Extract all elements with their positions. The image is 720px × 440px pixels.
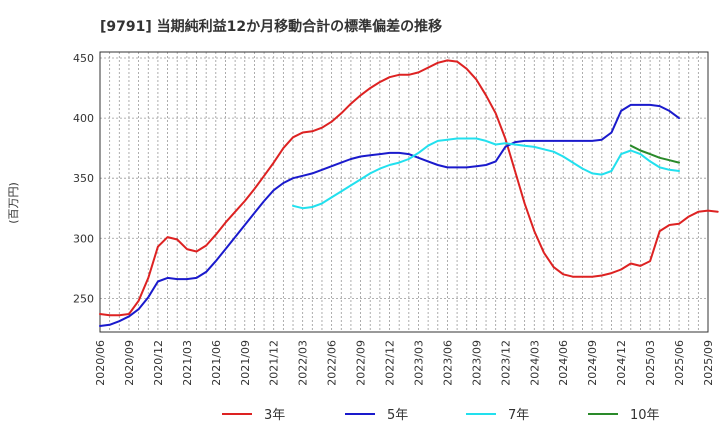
y-tick-label: 250	[73, 292, 94, 305]
x-tick-label: 2024/03	[528, 340, 541, 386]
y-axis-label: (百万円)	[7, 182, 20, 224]
x-tick-label: 2020/06	[94, 340, 107, 386]
x-tick-label: 2025/03	[644, 340, 657, 386]
x-tick-label: 2023/06	[441, 340, 454, 386]
x-tick-label: 2022/12	[384, 340, 397, 386]
x-tick-label: 2021/09	[239, 340, 252, 386]
x-tick-label: 2021/03	[181, 340, 194, 386]
x-tick-label: 2021/06	[210, 340, 223, 386]
x-tick-label: 2024/09	[586, 340, 599, 386]
legend-label: 5年	[387, 408, 408, 423]
y-tick-label: 400	[73, 112, 94, 125]
series-line-3年	[99, 59, 719, 317]
legend-label: 7年	[508, 408, 529, 423]
x-tick-label: 2024/06	[557, 340, 570, 386]
x-tick-label: 2021/12	[268, 340, 281, 386]
series-layer	[99, 59, 719, 327]
x-tick-label: 2023/12	[499, 340, 512, 386]
x-tick-label: 2024/12	[615, 340, 628, 386]
y-tick-label: 300	[73, 232, 94, 245]
x-tick-label: 2022/06	[326, 340, 339, 386]
x-tick-label: 2025/09	[702, 340, 715, 386]
x-tick-label: 2022/03	[297, 340, 310, 386]
grid	[99, 52, 709, 332]
x-tick-label: 2022/09	[355, 340, 368, 386]
chart-title: [9791] 当期純利益12か月移動合計の標準偏差の推移	[100, 18, 442, 35]
x-tick-label: 2020/09	[123, 340, 136, 386]
x-tick-label: 2023/09	[470, 340, 483, 386]
y-axis-ticks: 250 300 350 400 450	[73, 52, 94, 305]
legend: 3年 5年 7年 10年	[222, 408, 660, 423]
series-line-5年	[99, 103, 680, 327]
x-tick-label: 2023/03	[412, 340, 425, 386]
y-tick-label: 350	[73, 172, 94, 185]
series-line-10年	[629, 144, 680, 164]
plot-area	[99, 51, 709, 333]
legend-label: 3年	[264, 408, 285, 423]
y-tick-label: 450	[73, 52, 94, 65]
legend-label: 10年	[630, 408, 660, 423]
x-tick-label: 2025/06	[673, 340, 686, 386]
x-axis-ticks: 2020/06 2020/09 2020/12 2021/03 2021/06 2021/…	[94, 340, 715, 386]
x-tick-label: 2020/12	[152, 340, 165, 386]
series-line-7年	[292, 137, 680, 210]
